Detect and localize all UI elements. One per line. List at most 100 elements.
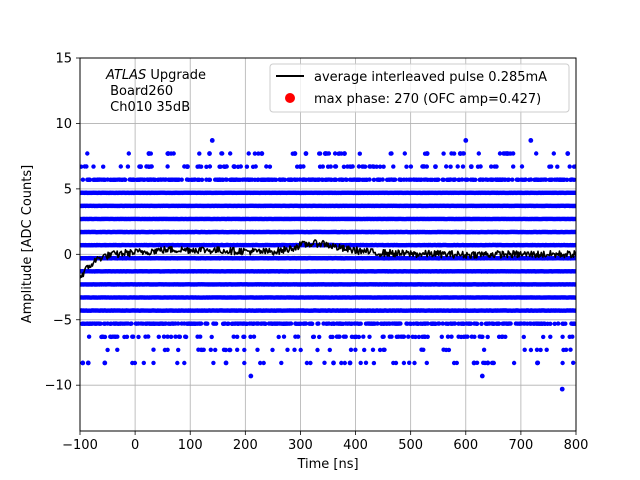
sample-point xyxy=(258,360,263,366)
sample-point xyxy=(223,347,228,353)
sample-point xyxy=(393,360,399,366)
sample-point xyxy=(168,334,174,339)
sample-point xyxy=(401,334,407,339)
sample-point xyxy=(571,360,576,365)
sample-point xyxy=(528,347,534,353)
sample-point xyxy=(151,347,156,352)
sample-point xyxy=(263,321,268,326)
sample-point xyxy=(361,334,366,339)
sample-point xyxy=(165,334,170,339)
sample-point xyxy=(342,360,347,366)
sample-point xyxy=(281,334,287,339)
sample-point xyxy=(465,334,470,339)
sample-point xyxy=(270,347,275,353)
sample-point xyxy=(573,295,576,300)
sample-point xyxy=(156,334,161,339)
sample-point xyxy=(446,347,452,353)
sample-point xyxy=(568,347,573,352)
sample-point xyxy=(251,334,257,339)
sample-point xyxy=(358,360,363,366)
sample-point xyxy=(560,360,565,366)
sample-point xyxy=(398,321,403,326)
sample-point xyxy=(226,321,231,326)
sample-point xyxy=(363,360,369,365)
sample-point xyxy=(343,334,348,339)
sample-point xyxy=(371,360,377,366)
sample-point xyxy=(452,321,458,326)
sample-point xyxy=(242,360,247,366)
sample-point xyxy=(176,321,181,326)
sample-point xyxy=(235,347,240,352)
sample-point xyxy=(381,334,386,339)
sample-point xyxy=(362,347,367,353)
sample-point xyxy=(124,334,130,339)
sample-point xyxy=(548,334,553,339)
sample-point xyxy=(146,334,151,339)
sample-point xyxy=(389,334,394,339)
sample-point xyxy=(563,321,568,326)
sample-point xyxy=(445,334,451,339)
scatter-series xyxy=(80,138,576,392)
sample-point xyxy=(548,321,553,326)
sample-point xyxy=(303,321,309,326)
sample-point xyxy=(201,347,206,352)
sample-point xyxy=(472,334,477,339)
sample-point xyxy=(115,334,120,339)
sample-point xyxy=(474,321,480,326)
sample-point xyxy=(311,334,317,339)
sample-point xyxy=(151,360,156,366)
sample-point xyxy=(382,347,387,352)
sample-point xyxy=(304,360,310,366)
sample-point xyxy=(560,334,565,339)
sample-point xyxy=(295,334,301,339)
sample-point xyxy=(175,360,180,366)
sample-point xyxy=(317,334,322,340)
sample-point xyxy=(358,321,363,326)
sample-point xyxy=(205,321,210,326)
sample-point xyxy=(425,321,430,326)
sample-point xyxy=(129,321,134,326)
sample-point xyxy=(481,347,487,352)
sample-point xyxy=(198,334,203,339)
sample-point xyxy=(105,347,110,353)
sample-point xyxy=(261,360,266,366)
sample-point xyxy=(310,321,315,326)
sample-point xyxy=(421,347,426,352)
sample-point xyxy=(231,334,236,339)
sample-point xyxy=(496,321,502,326)
sample-point xyxy=(242,347,247,353)
sample-point xyxy=(412,360,417,366)
sample-point xyxy=(308,360,313,366)
sample-point xyxy=(211,360,216,366)
sample-point xyxy=(406,334,411,339)
sample-point xyxy=(177,334,183,339)
sample-point xyxy=(292,347,297,352)
sample-point xyxy=(401,360,407,366)
sample-point xyxy=(173,334,178,339)
sample-point xyxy=(213,347,218,353)
sample-point xyxy=(288,321,294,326)
sample-point xyxy=(131,334,136,339)
sample-point xyxy=(86,334,92,339)
sample-point xyxy=(485,334,490,340)
sample-point xyxy=(440,321,445,326)
sample-point xyxy=(425,334,430,339)
sample-point xyxy=(298,347,303,353)
sample-point xyxy=(276,334,281,340)
sample-point xyxy=(439,334,444,339)
sample-point xyxy=(255,347,260,352)
sample-point xyxy=(182,360,187,366)
sample-point xyxy=(228,347,233,353)
sample-point xyxy=(556,321,561,326)
sample-point xyxy=(235,334,240,339)
sample-point xyxy=(176,347,181,353)
sample-point xyxy=(491,360,496,366)
sample-point xyxy=(454,360,459,366)
sample-point xyxy=(563,347,569,352)
sample-point xyxy=(316,321,321,326)
sample-point xyxy=(208,347,213,352)
sample-point xyxy=(337,334,342,339)
sample-point xyxy=(353,347,358,352)
sample-point xyxy=(102,334,108,340)
sample-point xyxy=(198,321,204,326)
